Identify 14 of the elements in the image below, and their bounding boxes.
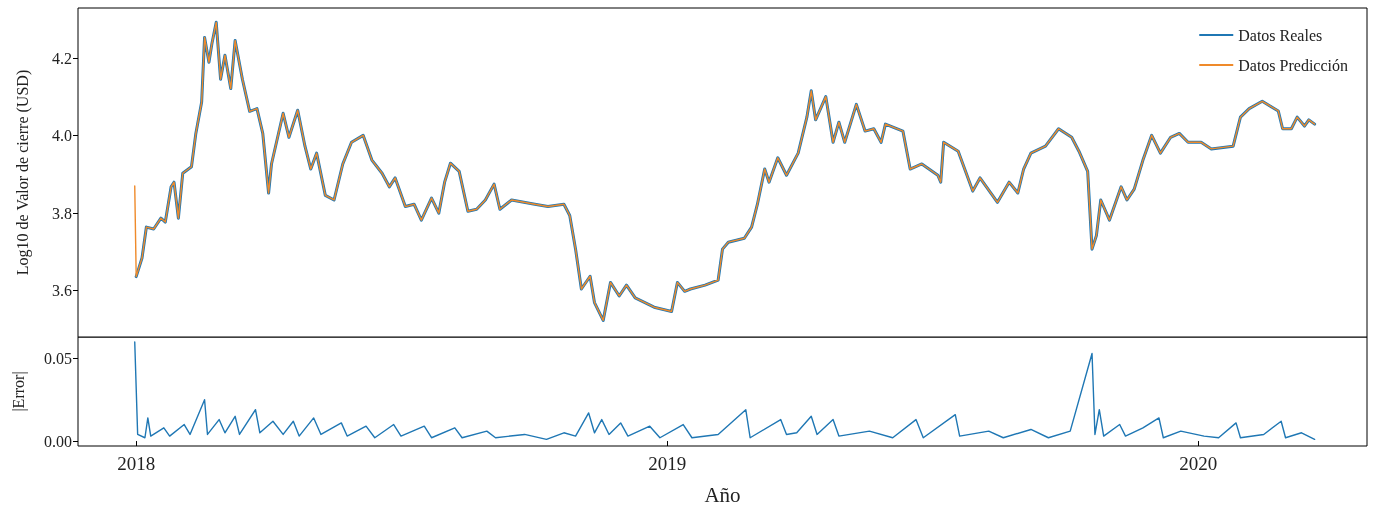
y-axis-title: |Error| [9, 371, 28, 412]
y-tick-label: 4.0 [52, 127, 72, 145]
x-tick-label: 2020 [1179, 453, 1218, 474]
x-axis-title: Año [704, 482, 741, 507]
y-tick-label: 3.6 [52, 282, 72, 300]
y-tick-label: 4.2 [52, 49, 72, 67]
legend-label: Datos Predicción [1238, 56, 1348, 74]
x-tick-label: 2018 [117, 453, 156, 474]
y-tick-label: 0.05 [44, 349, 72, 367]
y-tick-label: 3.8 [52, 204, 72, 222]
x-tick-label: 2019 [648, 453, 687, 474]
y-axis-title: Log10 de Valor de cierre (USD) [13, 69, 32, 276]
y-tick-label: 0.00 [44, 432, 72, 450]
legend-label: Datos Reales [1238, 26, 1323, 44]
